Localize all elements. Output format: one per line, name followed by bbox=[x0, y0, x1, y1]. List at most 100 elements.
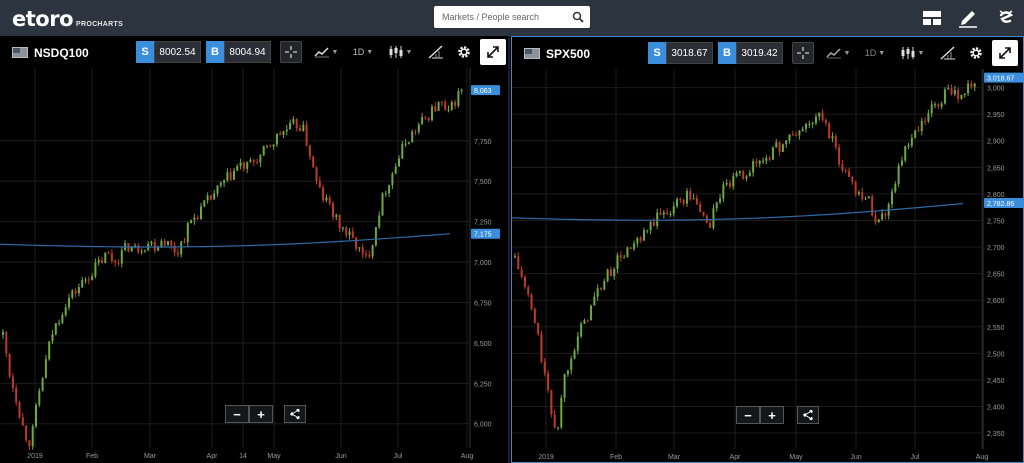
logo-text: etoro bbox=[12, 7, 74, 31]
share-button[interactable] bbox=[284, 405, 306, 423]
candle-body bbox=[68, 297, 70, 308]
candle-body bbox=[447, 109, 450, 111]
candle-body bbox=[722, 184, 725, 199]
chart-type-dropdown[interactable]: ▼ bbox=[898, 42, 926, 64]
candle-body bbox=[791, 134, 794, 136]
candle-body bbox=[646, 230, 649, 232]
current-price-label: 8,063 bbox=[474, 88, 492, 95]
candle-body bbox=[659, 212, 662, 215]
candle-body bbox=[762, 160, 765, 162]
share-button[interactable] bbox=[797, 406, 819, 424]
candle-body bbox=[613, 268, 616, 277]
candle-body bbox=[407, 142, 410, 144]
buy-button[interactable]: B 8004.94 bbox=[206, 41, 271, 63]
y-tick-label: 7,250 bbox=[474, 220, 492, 227]
candle-body bbox=[543, 361, 546, 374]
candle-body bbox=[934, 104, 937, 106]
indicators-dropdown[interactable]: ▼ bbox=[824, 42, 852, 64]
candle-body bbox=[54, 323, 57, 335]
zoom-out-button[interactable]: − bbox=[225, 405, 249, 423]
timeframe-dropdown[interactable]: 1D ▼ bbox=[352, 47, 374, 57]
x-tick-label: Aug bbox=[461, 453, 474, 460]
etoro-e-icon[interactable] bbox=[994, 6, 1018, 30]
candle-body bbox=[460, 89, 463, 92]
candle-body bbox=[593, 296, 596, 306]
zoom-in-button[interactable]: + bbox=[760, 406, 784, 424]
search-box[interactable] bbox=[434, 6, 590, 28]
y-tick-label: 2,350 bbox=[987, 431, 1005, 438]
layout-icon[interactable] bbox=[920, 6, 944, 30]
buy-button[interactable]: B 3019.42 bbox=[718, 42, 783, 64]
settings-button[interactable] bbox=[966, 42, 986, 64]
candle-body bbox=[322, 187, 325, 201]
candle-body bbox=[556, 427, 559, 429]
candle-body bbox=[844, 170, 847, 172]
price-chart[interactable]: 2,350 2,400 2,450 2,500 2,550 2,600 2,650 2,700… bbox=[512, 69, 1023, 462]
candle-body bbox=[709, 222, 712, 228]
x-tick-label: 14 bbox=[239, 453, 247, 460]
drawing-tool-icon bbox=[940, 46, 955, 60]
chart-panel-spx500[interactable]: SPX500 S 3018.67 B 3019.42 ▼ 1D ▼ ▼ bbox=[511, 36, 1024, 463]
candle-body bbox=[368, 254, 371, 257]
y-tick-label: 2,450 bbox=[987, 378, 1005, 385]
candle-body bbox=[153, 241, 156, 251]
crosshair-button[interactable] bbox=[280, 41, 302, 63]
zoom-out-button[interactable]: − bbox=[736, 406, 760, 424]
pencil-icon[interactable] bbox=[956, 6, 980, 30]
candle-body bbox=[345, 227, 348, 236]
crosshair-button[interactable] bbox=[792, 42, 814, 64]
settings-button[interactable] bbox=[454, 41, 474, 63]
drawing-tool-icon bbox=[428, 45, 443, 59]
candle-body bbox=[633, 243, 636, 250]
candle-body bbox=[639, 238, 642, 241]
chart-type-dropdown[interactable]: ▼ bbox=[386, 41, 414, 63]
candle-body bbox=[77, 287, 80, 294]
candle-body bbox=[619, 255, 622, 258]
x-tick-label: Jun bbox=[335, 453, 346, 460]
candle-body bbox=[877, 219, 880, 223]
expand-button[interactable] bbox=[992, 40, 1018, 66]
drawing-tools-button[interactable] bbox=[424, 41, 448, 63]
candle-body bbox=[203, 200, 206, 207]
search-icon[interactable] bbox=[572, 11, 584, 23]
candle-body bbox=[64, 307, 67, 316]
chart-panel-nsdq100[interactable]: NSDQ100 S 8002.54 B 8004.94 ▼ 1D ▼ ▼ bbox=[0, 36, 510, 463]
candle-body bbox=[242, 162, 245, 169]
candle-body bbox=[537, 322, 540, 335]
search-input[interactable] bbox=[434, 6, 564, 28]
candle-body bbox=[891, 191, 894, 205]
share-icon bbox=[290, 408, 300, 420]
zoom-in-button[interactable]: + bbox=[249, 405, 273, 423]
candle-body bbox=[183, 241, 186, 243]
expand-button[interactable] bbox=[480, 39, 506, 65]
candle-body bbox=[689, 191, 692, 200]
zoom-controls: − + bbox=[736, 406, 784, 424]
x-tick-label: Aug bbox=[976, 454, 989, 461]
etoro-logo[interactable]: etoro PROCHARTS bbox=[12, 7, 123, 31]
sell-button[interactable]: S 3018.67 bbox=[648, 42, 713, 64]
indicators-dropdown[interactable]: ▼ bbox=[312, 41, 340, 63]
candle-body bbox=[590, 305, 593, 321]
candle-body bbox=[520, 269, 523, 277]
y-tick-label: 2,850 bbox=[987, 165, 1005, 172]
y-tick-label: 2,750 bbox=[987, 218, 1005, 225]
candle-body bbox=[351, 231, 354, 238]
sell-button[interactable]: S 8002.54 bbox=[136, 41, 201, 63]
y-tick-label: 2,400 bbox=[987, 404, 1005, 411]
candle-body bbox=[87, 279, 90, 281]
candle-body bbox=[814, 116, 817, 124]
timeframe-dropdown[interactable]: 1D ▼ bbox=[864, 48, 886, 58]
ma-price-badge bbox=[984, 198, 1023, 209]
candle-body bbox=[61, 315, 64, 323]
candle-body bbox=[514, 256, 516, 258]
price-chart[interactable]: 6,000 6,250 6,500 6,750 7,000 7,250 7,500 7,750… bbox=[0, 68, 508, 463]
candle-body bbox=[735, 172, 738, 177]
candle-body bbox=[752, 161, 755, 173]
drawing-tools-button[interactable] bbox=[936, 42, 960, 64]
candle-body bbox=[381, 193, 384, 216]
x-tick-label: 2019 bbox=[538, 454, 554, 461]
candle-body bbox=[282, 131, 285, 135]
instrument-symbol: SPX500 bbox=[546, 47, 591, 61]
candle-body bbox=[950, 88, 953, 95]
candle-body bbox=[910, 137, 913, 146]
